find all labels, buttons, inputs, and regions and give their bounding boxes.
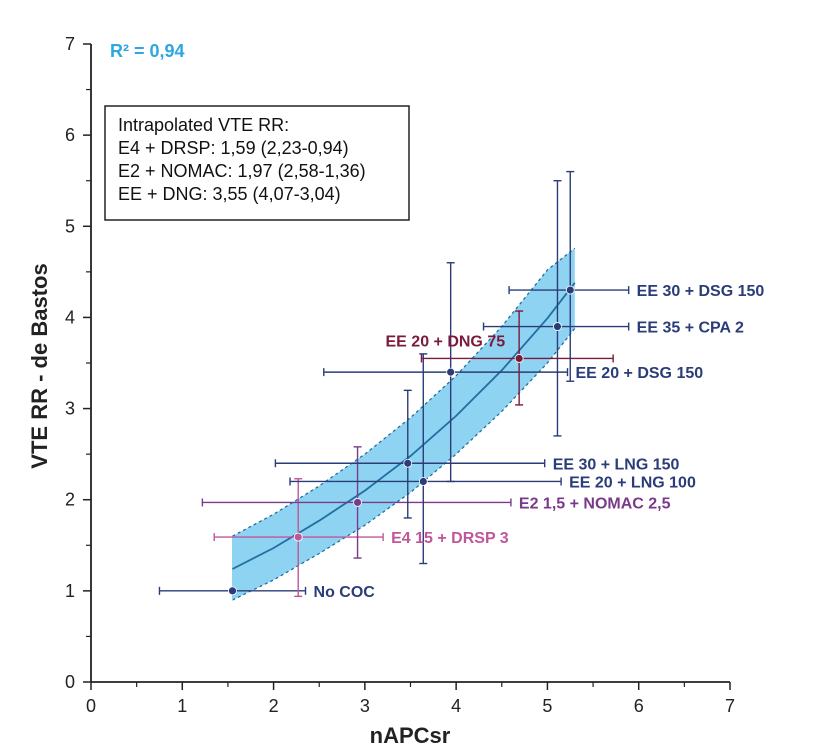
data-point-group	[508, 170, 630, 382]
fit-curve	[232, 282, 576, 570]
y-tick-label: 3	[65, 399, 75, 419]
confidence-band	[232, 248, 575, 600]
y-tick-label: 7	[65, 34, 75, 54]
point-label: No COC	[314, 584, 376, 601]
x-tick-label: 7	[725, 696, 735, 716]
point-label: EE 30 + LNG 150	[553, 456, 680, 473]
x-axis-title: nAPCsr	[370, 723, 451, 748]
y-tick-label: 6	[65, 125, 75, 145]
data-point	[514, 354, 524, 363]
point-label: E4 15 + DRSP 3	[391, 530, 509, 547]
info-box-title: Intrapolated VTE RR:	[118, 115, 289, 135]
band-upper-edge	[232, 247, 576, 537]
points-layer	[158, 170, 630, 598]
data-point	[553, 322, 562, 331]
x-tick-label: 1	[177, 696, 187, 716]
confidence-band-layer	[231, 247, 576, 601]
data-point-group	[213, 478, 384, 598]
point-label: EE 20 + LNG 100	[569, 474, 696, 491]
y-axis-title: VTE RR - de Bastos	[27, 263, 52, 468]
point-label: EE 35 + CPA 2	[637, 320, 744, 337]
fit-curve-layer	[232, 282, 576, 570]
data-point-group	[274, 389, 546, 519]
point-label: EE 20 + DSG 150	[576, 365, 704, 382]
r2-label: R² = 0,94	[110, 41, 185, 61]
x-tick-label: 4	[451, 696, 461, 716]
data-point-group	[201, 446, 512, 559]
data-point	[293, 532, 303, 542]
data-point	[403, 458, 413, 468]
point-label: E2 1,5 + NOMAC 2,5	[519, 495, 671, 512]
data-point	[565, 285, 575, 295]
data-point-group	[289, 353, 562, 565]
x-tick-label: 2	[269, 696, 279, 716]
x-tick-label: 0	[86, 696, 96, 716]
axes-layer: 0 1 2 3 4 5 6 7 0 1 2 3 4 5 6 7	[65, 34, 735, 716]
y-tick-label: 5	[65, 216, 75, 236]
info-box-line-1: E4 + DRSP: 1,59 (2,23-0,94)	[118, 138, 349, 158]
data-point	[353, 498, 362, 507]
data-point	[418, 477, 428, 486]
data-point	[446, 367, 456, 377]
data-point-group	[482, 180, 630, 437]
info-box-line-2: E2 + NOMAC: 1,97 (2,58-1,36)	[118, 161, 366, 181]
y-tick-label: 1	[65, 581, 75, 601]
x-tick-label: 5	[542, 696, 552, 716]
point-label: EE 30 + DSG 150	[637, 283, 765, 300]
labels-layer: No COC E4 15 + DRSP 3 E2 1,5 + NOMAC 2,5 EE…	[314, 283, 765, 601]
x-tick-label: 6	[634, 696, 644, 716]
point-label: EE 20 + DNG 75	[386, 333, 506, 350]
x-tick-label: 3	[360, 696, 370, 716]
data-point-group	[158, 586, 307, 596]
info-box: Intrapolated VTE RR: E4 + DRSP: 1,59 (2,…	[104, 105, 410, 221]
data-point	[228, 586, 237, 596]
data-point-group	[323, 262, 569, 483]
y-tick-label: 0	[65, 672, 75, 692]
info-box-frame	[104, 105, 410, 221]
info-box-line-3: EE + DNG: 3,55 (4,07-3,04)	[118, 184, 341, 204]
y-tick-label: 2	[65, 490, 75, 510]
y-tick-label: 4	[65, 307, 75, 327]
band-lower-edge	[232, 327, 576, 601]
